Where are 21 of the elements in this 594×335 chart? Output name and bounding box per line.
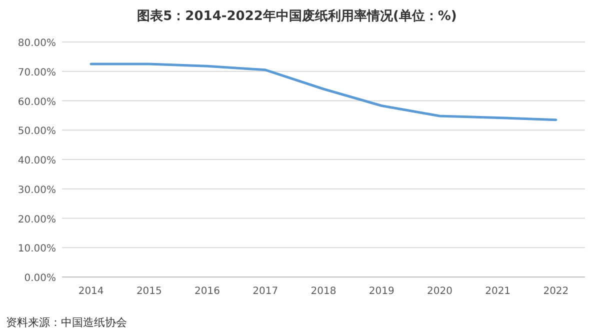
x-tick-label: 2020 [426,286,452,297]
x-tick-label: 2015 [136,286,162,297]
y-tick-label: 30.00% [18,184,56,196]
y-tick-label: 0.00% [24,273,56,284]
y-tick-label: 10.00% [18,244,56,255]
y-tick-label: 80.00% [18,38,56,49]
x-tick-label: 2019 [368,286,394,297]
text: 资料来源：中国造纸协会 [6,316,127,329]
y-tick-label: 50.00% [18,126,56,138]
x-tick-label: 2021 [485,286,511,297]
x-tick-label: 2018 [310,286,336,297]
y-tick-label: 70.00% [18,67,56,78]
x-tick-label: 2022 [543,286,569,297]
x-tick-label: 2016 [194,286,220,297]
chart-title: 图表5：2014-2022年中国废纸利用率情况(单位：%) [137,8,457,24]
y-tick-label: 20.00% [18,214,56,226]
x-tick-label: 2017 [252,286,278,297]
line-series [90,62,558,122]
y-tick-label: 40.00% [18,156,56,166]
x-tick-label: 2014 [78,286,104,297]
y-tick-label: 60.00% [18,96,56,108]
